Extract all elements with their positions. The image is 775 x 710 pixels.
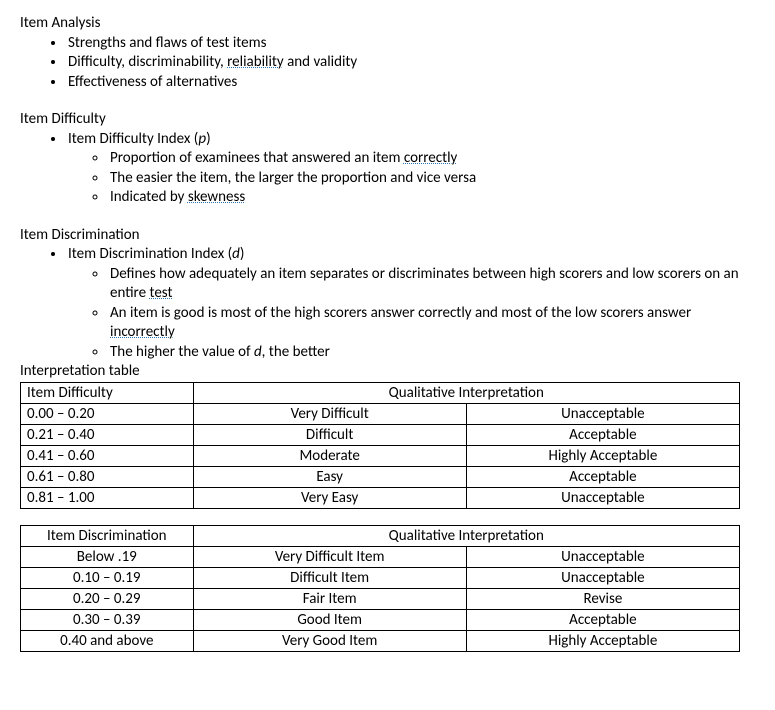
text: Item Discrimination Index ( (68, 245, 232, 263)
item-difficulty-table: Item Difficulty Qualitative Interpretati… (20, 382, 740, 509)
text: ) (240, 245, 245, 263)
var-p: p (198, 130, 206, 148)
cell: Difficult Item (193, 567, 466, 588)
text: Indicated by (110, 188, 188, 206)
text: , the better (262, 343, 330, 361)
cell: Very Good Item (193, 630, 466, 651)
table-header-right: Qualitative Interpretation (193, 525, 739, 546)
spellcheck-word: test (149, 284, 172, 302)
table-row: 0.40 and above Very Good Item Highly Acc… (21, 630, 740, 651)
item-difficulty-list: Item Difficulty Index (p) Proportion of … (20, 130, 755, 208)
cell: Unacceptable (466, 487, 739, 508)
cell: Below .19 (21, 546, 194, 567)
cell: Revise (466, 588, 739, 609)
list-item: Item Discrimination Index (d) Defines ho… (66, 245, 755, 362)
table-header-left: Item Discrimination (21, 525, 194, 546)
cell: 0.30 – 0.39 (21, 609, 194, 630)
table-row: 0.30 – 0.39 Good Item Acceptable (21, 609, 740, 630)
text: and validity (284, 53, 358, 71)
text: Difficulty, discriminability, (68, 53, 227, 71)
cell: 0.40 and above (21, 630, 194, 651)
item-discrimination-list: Item Discrimination Index (d) Defines ho… (20, 245, 755, 362)
list-item: Effectiveness of alternatives (66, 73, 755, 93)
spellcheck-word: skewness (188, 188, 245, 206)
table-row: Item Difficulty Qualitative Interpretati… (21, 382, 740, 403)
section-heading-item-analysis: Item Analysis (20, 14, 755, 34)
cell: Very Difficult (193, 403, 466, 424)
cell: Moderate (193, 445, 466, 466)
list-item: Strengths and flaws of test items (66, 34, 755, 54)
text: Defines how adequately an item separates… (110, 265, 739, 303)
list-item: An item is good is most of the high scor… (108, 304, 755, 343)
var-d: d (232, 245, 240, 263)
cell: 0.61 – 0.80 (21, 466, 194, 487)
table-row: 0.10 – 0.19 Difficult Item Unacceptable (21, 567, 740, 588)
cell: 0.21 – 0.40 (21, 424, 194, 445)
text: Item Difficulty Index ( (68, 130, 198, 148)
cell: Unacceptable (466, 567, 739, 588)
table-header-left: Item Difficulty (21, 382, 194, 403)
list-item: Difficulty, discriminability, reliabilit… (66, 53, 755, 73)
table-row: Item Discrimination Qualitative Interpre… (21, 525, 740, 546)
item-difficulty-sublist: Proportion of examinees that answered an… (68, 149, 755, 208)
text: Effectiveness of alternatives (68, 73, 237, 91)
cell: 0.20 – 0.29 (21, 588, 194, 609)
text: Proportion of examinees that answered an… (110, 149, 404, 167)
cell: 0.10 – 0.19 (21, 567, 194, 588)
table-row: 0.00 – 0.20 Very Difficult Unacceptable (21, 403, 740, 424)
table-row: 0.41 – 0.60 Moderate Highly Acceptable (21, 445, 740, 466)
list-item: Indicated by skewness (108, 188, 755, 208)
cell: Very Difficult Item (193, 546, 466, 567)
cell: Unacceptable (466, 403, 739, 424)
cell: 0.00 – 0.20 (21, 403, 194, 424)
table-row: 0.20 – 0.29 Fair Item Revise (21, 588, 740, 609)
table-header-right: Qualitative Interpretation (193, 382, 739, 403)
list-item: Proportion of examinees that answered an… (108, 149, 755, 169)
list-item: The easier the item, the larger the prop… (108, 169, 755, 189)
cell: Fair Item (193, 588, 466, 609)
section-heading-item-difficulty: Item Difficulty (20, 110, 755, 130)
table-row: 0.21 – 0.40 Difficult Acceptable (21, 424, 740, 445)
cell: Acceptable (466, 466, 739, 487)
cell: Acceptable (466, 424, 739, 445)
item-analysis-list: Strengths and flaws of test items Diffic… (20, 34, 755, 93)
cell: Easy (193, 466, 466, 487)
text: The higher the value of (110, 343, 254, 361)
text: Strengths and flaws of test items (68, 34, 266, 52)
list-item: Item Difficulty Index (p) Proportion of … (66, 130, 755, 208)
var-d: d (254, 343, 262, 361)
cell: Unacceptable (466, 546, 739, 567)
cell: 0.81 – 1.00 (21, 487, 194, 508)
list-item: The higher the value of d, the better (108, 343, 755, 363)
table-row: Below .19 Very Difficult Item Unacceptab… (21, 546, 740, 567)
spellcheck-word: correctly (404, 149, 457, 167)
cell: Acceptable (466, 609, 739, 630)
text: ) (206, 130, 211, 148)
cell: 0.41 – 0.60 (21, 445, 194, 466)
item-discrimination-sublist: Defines how adequately an item separates… (68, 265, 755, 363)
section-heading-item-discrimination: Item Discrimination (20, 226, 755, 246)
spellcheck-word: incorrectly (110, 323, 175, 341)
cell: Difficult (193, 424, 466, 445)
cell: Very Easy (193, 487, 466, 508)
cell: Highly Acceptable (466, 630, 739, 651)
table-row: 0.61 – 0.80 Easy Acceptable (21, 466, 740, 487)
table-row: 0.81 – 1.00 Very Easy Unacceptable (21, 487, 740, 508)
item-discrimination-table: Item Discrimination Qualitative Interpre… (20, 525, 740, 652)
text: The easier the item, the larger the prop… (110, 169, 476, 187)
cell: Good Item (193, 609, 466, 630)
text: An item is good is most of the high scor… (110, 304, 691, 322)
interpretation-table-label: Interpretation table (20, 362, 755, 382)
spellcheck-word: reliability (227, 53, 284, 71)
list-item: Defines how adequately an item separates… (108, 265, 755, 304)
cell: Highly Acceptable (466, 445, 739, 466)
